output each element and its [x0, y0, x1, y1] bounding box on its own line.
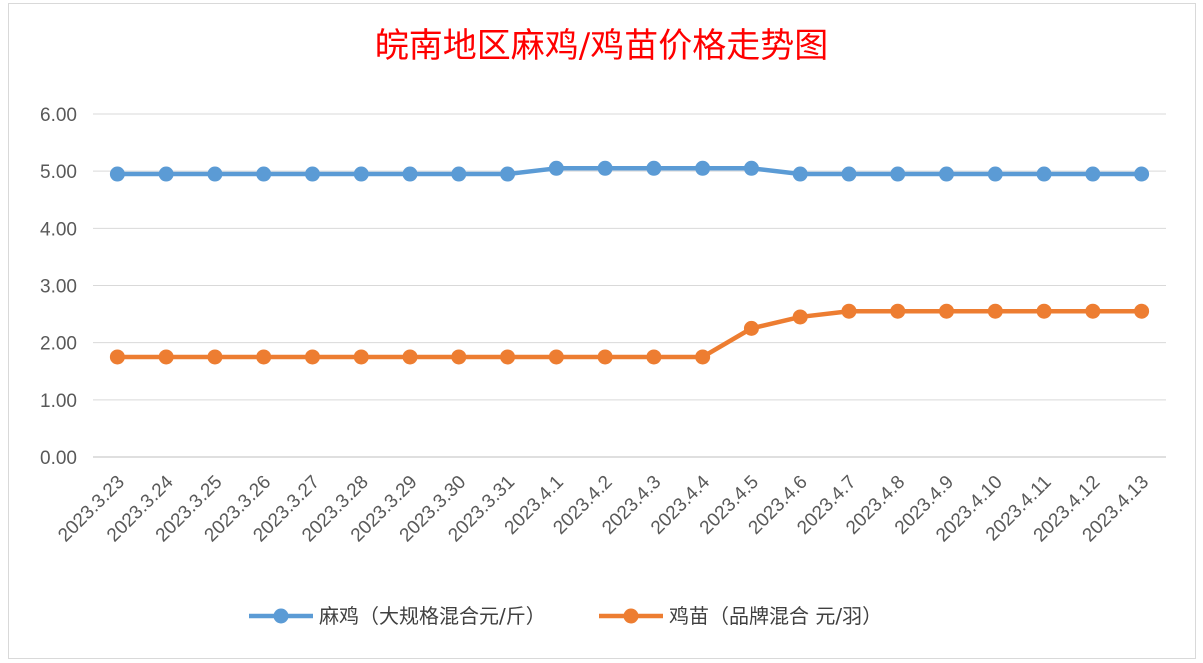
y-tick-label: 1.00 — [40, 391, 77, 412]
data-point — [646, 349, 662, 365]
data-point — [1036, 303, 1052, 319]
y-tick-label: 5.00 — [40, 162, 77, 183]
data-point — [256, 166, 272, 182]
data-point — [987, 166, 1003, 182]
legend-label: 麻鸡（大规格混合元/斤） — [319, 604, 546, 628]
data-point — [841, 303, 857, 319]
data-point — [597, 160, 613, 176]
data-point — [451, 166, 467, 182]
data-point — [939, 303, 955, 319]
data-point — [109, 349, 125, 365]
data-point — [500, 349, 516, 365]
chart-title: 皖南地区麻鸡/鸡苗价格走势图 — [374, 26, 829, 66]
data-point — [939, 166, 955, 182]
data-point — [304, 349, 320, 365]
data-point — [987, 303, 1003, 319]
data-point — [353, 349, 369, 365]
y-tick-label: 3.00 — [40, 277, 77, 298]
data-point — [207, 166, 223, 182]
data-point — [1036, 166, 1052, 182]
data-point — [1134, 303, 1150, 319]
y-tick-label: 0.00 — [40, 448, 77, 469]
legend-marker — [623, 608, 639, 624]
series-line-2 — [115, 308, 1144, 360]
data-point — [792, 166, 808, 182]
data-point — [500, 166, 516, 182]
data-point — [597, 349, 613, 365]
data-point — [402, 349, 418, 365]
data-point — [207, 349, 223, 365]
data-point — [548, 349, 564, 365]
legend-label: 鸡苗（品牌混合 元/羽） — [669, 604, 882, 628]
data-point — [109, 166, 125, 182]
data-point — [695, 160, 711, 176]
data-point — [1134, 166, 1150, 182]
data-point — [743, 320, 759, 336]
data-point — [1085, 303, 1101, 319]
data-point — [841, 166, 857, 182]
data-point — [402, 166, 418, 182]
data-point — [890, 303, 906, 319]
data-point — [646, 160, 662, 176]
data-point — [304, 166, 320, 182]
data-point — [158, 349, 174, 365]
data-point — [792, 309, 808, 325]
data-point — [451, 349, 467, 365]
data-point — [353, 166, 369, 182]
chart-frame — [8, 3, 1196, 659]
data-point — [743, 160, 759, 176]
y-tick-label: 4.00 — [40, 219, 77, 240]
data-point — [158, 166, 174, 182]
data-point — [695, 349, 711, 365]
y-tick-label: 2.00 — [40, 334, 77, 355]
data-point — [548, 160, 564, 176]
data-point — [1085, 166, 1101, 182]
legend-marker — [273, 608, 289, 624]
series-line-1 — [115, 166, 1144, 177]
y-tick-label: 6.00 — [40, 105, 77, 126]
data-point — [256, 349, 272, 365]
data-point — [890, 166, 906, 182]
